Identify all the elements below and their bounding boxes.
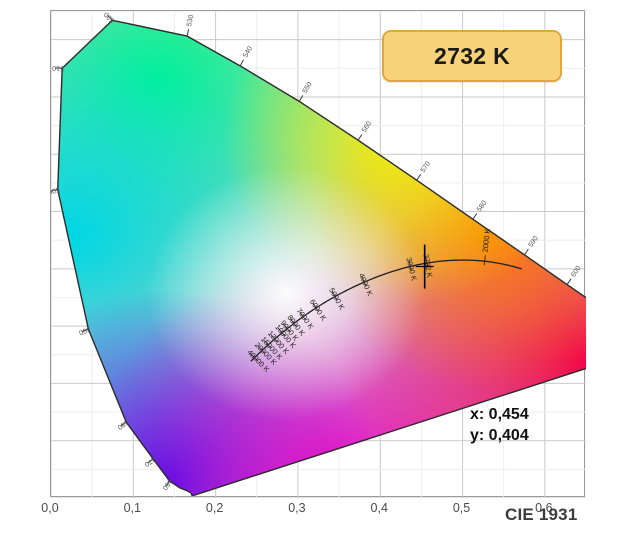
color-temperature-badge: 2732 K xyxy=(382,30,562,82)
svg-text:490: 490 xyxy=(78,325,92,336)
readout-y: y: 0,404 xyxy=(470,427,529,444)
svg-text:520: 520 xyxy=(103,11,116,24)
svg-text:480: 480 xyxy=(116,418,130,431)
svg-text:580: 580 xyxy=(476,199,488,213)
x-tick-label: 0,6 xyxy=(535,501,553,515)
plot-area: 460 470 480 490 500 510 520 530 540 550 560 570 580 5… xyxy=(50,10,586,498)
svg-text:470: 470 xyxy=(143,455,157,468)
svg-text:600: 600 xyxy=(570,265,582,279)
svg-text:530: 530 xyxy=(186,14,195,27)
svg-text:590: 590 xyxy=(527,235,539,249)
color-temperature-value: 2732 K xyxy=(434,42,510,69)
chromaticity-gamut: 460 470 480 490 500 510 520 530 540 550 560 570 580 5… xyxy=(51,11,586,497)
x-tick-label: 0,4 xyxy=(370,501,388,515)
svg-text:460: 460 xyxy=(161,477,173,491)
readout-x: x: 0,454 xyxy=(470,406,529,423)
x-tick-label: 0,1 xyxy=(123,501,141,515)
standard-label: CIE 1931 xyxy=(505,505,578,524)
svg-text:510: 510 xyxy=(52,64,64,71)
svg-text:540: 540 xyxy=(242,45,254,59)
svg-text:2000 K: 2000 K xyxy=(481,228,492,253)
x-tick-label: 0,5 xyxy=(452,501,471,515)
x-tick-label: 0,3 xyxy=(288,501,306,515)
x-tick-label: 0,0 xyxy=(41,501,59,515)
svg-text:570: 570 xyxy=(420,160,432,174)
svg-text:500: 500 xyxy=(51,185,60,194)
chromaticity-readout: x: 0,454 y: 0,404 xyxy=(470,404,529,446)
svg-text:550: 550 xyxy=(302,81,314,95)
svg-text:560: 560 xyxy=(361,120,373,134)
x-tick-label: 0,2 xyxy=(205,501,224,515)
